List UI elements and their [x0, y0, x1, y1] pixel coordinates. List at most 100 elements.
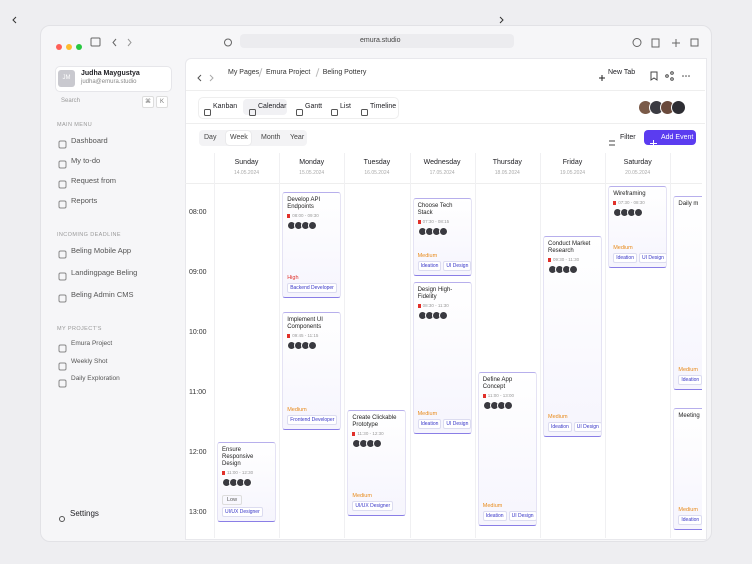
view-tab[interactable]: Kanban: [213, 103, 238, 110]
column-line: [344, 153, 346, 538]
priority-label: Medium: [352, 493, 372, 499]
event-card[interactable]: Develop API Endpoints 08:00 - 09:30 High Ba…: [282, 192, 342, 298]
event-card[interactable]: Wireframing 07:30 - 08:30 Medium Ideation UI…: [608, 186, 668, 268]
menu-icon: [58, 196, 67, 214]
assignee: [308, 341, 318, 350]
event-title: Meeting: [678, 413, 700, 419]
add-event-button[interactable]: [644, 130, 696, 145]
menu-item[interactable]: Landingpage Beling: [71, 268, 138, 277]
assignee: [438, 227, 448, 236]
filter-button[interactable]: Filter: [620, 134, 636, 141]
tag: Ideation: [417, 261, 442, 271]
menu-item[interactable]: My to-do: [71, 156, 101, 165]
menu-icon: [58, 290, 67, 308]
day-date: 16.05.2024: [364, 170, 390, 176]
menu-icon: [58, 375, 67, 393]
assignee: [503, 401, 513, 410]
event-priority: Medium: [548, 414, 597, 420]
priority-label: Medium: [613, 245, 633, 251]
event-tags: Backend Developer: [287, 283, 337, 293]
view-tab[interactable]: List: [340, 103, 351, 110]
view-tab[interactable]: Gantt: [305, 103, 323, 110]
event-card[interactable]: Daily m Medium Ideation: [673, 196, 702, 390]
menu-item[interactable]: Emura Project: [71, 340, 113, 347]
menu-icon: [58, 176, 67, 194]
tag: Ideation: [613, 253, 637, 263]
day-name: Monday: [299, 159, 325, 166]
tag: UI Design: [573, 422, 601, 432]
menu-item[interactable]: Weekly Shot: [71, 357, 108, 365]
menu-item[interactable]: Request from: [71, 176, 117, 185]
assignee: [373, 439, 383, 448]
menu-item[interactable]: Dashboard: [71, 136, 108, 145]
day-date: 14.05.2024: [233, 170, 260, 176]
event-assignees: [482, 401, 532, 410]
flag-icon: [352, 431, 356, 436]
view-icon: [331, 103, 338, 121]
event-tags: Ideation UI Design: [613, 253, 667, 263]
range-tab[interactable]: Week: [230, 134, 248, 141]
event-time: 09:30 - 11:30: [553, 257, 580, 262]
event-card[interactable]: Conduct Market Research 09:30 - 11:30 Medi…: [543, 236, 602, 437]
event-title: Daily m: [678, 201, 699, 207]
event-card[interactable]: Meeting Medium Ideation: [673, 408, 702, 530]
tag: Backend Developer: [287, 283, 337, 293]
event-priority: Medium: [613, 245, 662, 251]
breadcrumb[interactable]: Beling Pottery: [322, 69, 367, 76]
event-footer: Medium Ideation UI Design: [482, 503, 536, 521]
event-time-row: 08:30 - 11:30: [417, 303, 467, 308]
section-title: MY PROJECT'S: [57, 326, 102, 332]
event-card[interactable]: Design High-Fidelity 08:30 - 11:30 Medium I…: [412, 282, 472, 434]
event-tags: Ideation: [678, 515, 702, 525]
day-name: Sunday: [234, 159, 259, 166]
menu-item[interactable]: Reports: [71, 196, 98, 205]
menu-item[interactable]: Daily Exploration: [71, 375, 120, 382]
event-card[interactable]: Choose Tech Stack 07:30 - 08:15 Medium Idea…: [412, 198, 472, 276]
search[interactable]: Search: [61, 98, 81, 104]
priority-label: High: [287, 275, 299, 281]
priority-label: Medium: [417, 411, 438, 417]
view-tab[interactable]: Timeline: [370, 103, 397, 110]
column-line: [214, 153, 215, 538]
range-tab[interactable]: Year: [290, 134, 305, 141]
event-card[interactable]: Create Clickable Prototype 11:30 - 12:30 M…: [347, 410, 407, 516]
event-time: 07:30 - 08:15: [422, 219, 450, 224]
event-assignees: [548, 265, 597, 274]
priority-label: Low: [222, 495, 243, 505]
new-tab-button[interactable]: New Tab: [608, 69, 636, 76]
view-tab[interactable]: Calendar: [258, 103, 287, 110]
menu-item[interactable]: Beling Admin CMS: [71, 290, 134, 299]
event-tags: UI/UX Designer: [352, 501, 401, 511]
settings[interactable]: Settings: [70, 509, 99, 518]
event-footer: Medium UI/UX Designer: [352, 493, 401, 511]
column-line: [605, 153, 607, 538]
traffic-lights: [55, 38, 85, 56]
event-assignees: [222, 478, 271, 487]
event-card[interactable]: Ensure Responsive Design 11:00 - 12:30 Low…: [217, 442, 276, 522]
event-title: Develop API Endpoints: [287, 197, 321, 210]
url-bar[interactable]: [240, 34, 514, 48]
tag: UI Design: [443, 419, 471, 429]
menu-icon: [58, 136, 67, 154]
day-name: Thursday: [492, 159, 522, 166]
event-card[interactable]: Implement UI Components 09:45 - 11:15 Medi…: [282, 312, 342, 430]
event-time: 11:30 - 12:30: [357, 431, 384, 436]
priority-label: Medium: [678, 507, 698, 513]
day-name: Tuesday: [363, 159, 391, 166]
event-time-row: 07:30 - 08:30: [613, 200, 662, 205]
priority-label: Medium: [417, 253, 438, 259]
range-tab[interactable]: Day: [204, 134, 217, 141]
event-card[interactable]: Define App Concept 11:00 - 13:00 Medium Ide…: [477, 372, 537, 526]
day-name: Saturday: [623, 159, 652, 166]
breadcrumb[interactable]: Emura Project: [266, 69, 311, 76]
menu-item[interactable]: Beling Mobile App: [71, 246, 132, 255]
menu-icon: [58, 340, 67, 358]
view-switcher: [198, 97, 399, 119]
calendar-header-border: [185, 183, 702, 184]
event-time-row: 11:00 - 12:30: [222, 470, 271, 475]
flag-icon: [287, 213, 291, 218]
range-tab[interactable]: Month: [261, 134, 281, 141]
day-name: Friday: [562, 159, 583, 166]
breadcrumb[interactable]: My Pages: [228, 69, 260, 76]
